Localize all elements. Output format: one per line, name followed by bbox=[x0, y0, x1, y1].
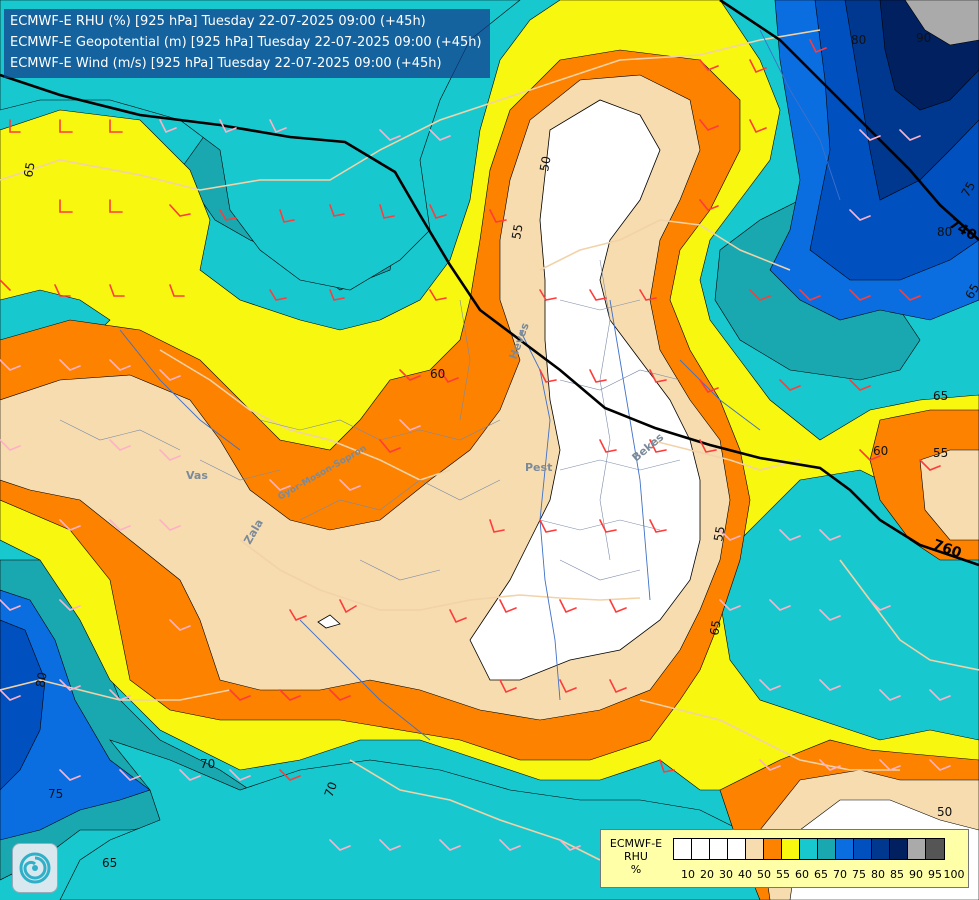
legend-swatch bbox=[692, 839, 710, 859]
legend-swatch bbox=[890, 839, 908, 859]
legend-swatch bbox=[782, 839, 800, 859]
legend-tick-label: 85 bbox=[890, 868, 904, 881]
legend-tick-label: 90 bbox=[909, 868, 923, 881]
rh-label: 65 bbox=[962, 281, 979, 301]
legend-swatch bbox=[926, 839, 944, 859]
legend-swatch bbox=[728, 839, 746, 859]
place-label-pest: Pest bbox=[525, 461, 552, 474]
rh-label: 75 bbox=[958, 179, 978, 199]
geopotential-contour-740 bbox=[0, 73, 979, 567]
rh-label: 55 bbox=[509, 223, 525, 240]
place-label-vas: Vas bbox=[186, 469, 208, 482]
legend-tick-label: 20 bbox=[700, 868, 714, 881]
legend-swatch bbox=[908, 839, 926, 859]
legend-model: ECMWF-E bbox=[609, 837, 663, 850]
legend-swatch bbox=[764, 839, 782, 859]
map-title-box: ECMWF-E RHU (%) [925 hPa] Tuesday 22-07-… bbox=[4, 9, 490, 78]
rh-label: 55 bbox=[711, 525, 727, 542]
rh-label: 60 bbox=[873, 444, 888, 458]
legend-tick-label: 100 bbox=[943, 868, 965, 881]
rivers bbox=[119, 29, 841, 741]
legend-ticks: 10 20 30 40 50 55 60 65 70 75 80 85 90 95 100 bbox=[673, 868, 971, 882]
rh-label: 90 bbox=[916, 31, 931, 45]
rh-area-below-50-small bbox=[317, 614, 341, 629]
rh-label: 70 bbox=[322, 780, 340, 799]
legend-tick-label: 75 bbox=[852, 868, 866, 881]
legend-tick-label: 55 bbox=[776, 868, 790, 881]
legend-tick-label: 65 bbox=[814, 868, 828, 881]
legend-variable: RHU bbox=[624, 850, 648, 863]
rh-label: 65 bbox=[933, 389, 948, 403]
title-wind: ECMWF-E Wind (m/s) [925 hPa] Tuesday 22-… bbox=[10, 56, 442, 71]
legend-tick-label: 40 bbox=[738, 868, 752, 881]
legend-swatch bbox=[710, 839, 728, 859]
color-legend: ECMWF-E RHU % 10 20 30 40 50 55 60 65 70 75 80 85 90… bbox=[600, 829, 969, 888]
rh-label: 80 bbox=[937, 225, 952, 239]
legend-swatch bbox=[872, 839, 890, 859]
borders bbox=[0, 29, 979, 861]
title-geopotential: ECMWF-E Geopotential (m) [925 hPa] Tuesd… bbox=[10, 35, 482, 50]
rh-label: 50 bbox=[537, 155, 553, 172]
legend-swatch bbox=[800, 839, 818, 859]
rh-area-50-east bbox=[919, 449, 979, 541]
legend-swatch bbox=[674, 839, 692, 859]
legend-unit: % bbox=[630, 863, 642, 876]
legend-tick-label: 10 bbox=[681, 868, 695, 881]
legend-tick-label: 50 bbox=[757, 868, 771, 881]
rh-area-95-ne bbox=[904, 0, 979, 46]
legend-tick-label: 70 bbox=[833, 868, 847, 881]
legend-swatch bbox=[818, 839, 836, 859]
title-rhu: ECMWF-E RHU (%) [925 hPa] Tuesday 22-07-… bbox=[10, 14, 426, 29]
rh-label: 80 bbox=[33, 671, 49, 688]
wind-barbs bbox=[0, 39, 951, 851]
legend-swatch bbox=[854, 839, 872, 859]
rh-label: 60 bbox=[430, 367, 445, 381]
legend-title: ECMWF-E RHU % bbox=[607, 837, 665, 876]
rh-area-65-s bbox=[59, 739, 761, 900]
ecmwf-logo-icon bbox=[12, 843, 58, 893]
geopotential-contour-760 bbox=[719, 0, 979, 241]
rh-label: 75 bbox=[48, 787, 63, 801]
legend-tick-label: 80 bbox=[871, 868, 885, 881]
legend-tick-label: 60 bbox=[795, 868, 809, 881]
rh-area-80-sw bbox=[0, 619, 46, 791]
rh-label: 55 bbox=[933, 446, 948, 460]
legend-swatch bbox=[836, 839, 854, 859]
rh-label: 50 bbox=[937, 805, 952, 819]
rh-label: 80 bbox=[851, 33, 866, 47]
rh-label: 65 bbox=[21, 161, 37, 178]
rh-label: 65 bbox=[102, 856, 117, 870]
legend-tick-label: 95 bbox=[928, 868, 942, 881]
legend-swatch bbox=[746, 839, 764, 859]
legend-tick-label: 30 bbox=[719, 868, 733, 881]
legend-color-bar bbox=[673, 838, 945, 860]
rh-label: 70 bbox=[200, 757, 215, 771]
rh-label: 65 bbox=[707, 619, 723, 636]
rh-contour-labels: 50 55 60 65 65 65 60 55 55 50 70 70 75 8… bbox=[21, 31, 979, 870]
